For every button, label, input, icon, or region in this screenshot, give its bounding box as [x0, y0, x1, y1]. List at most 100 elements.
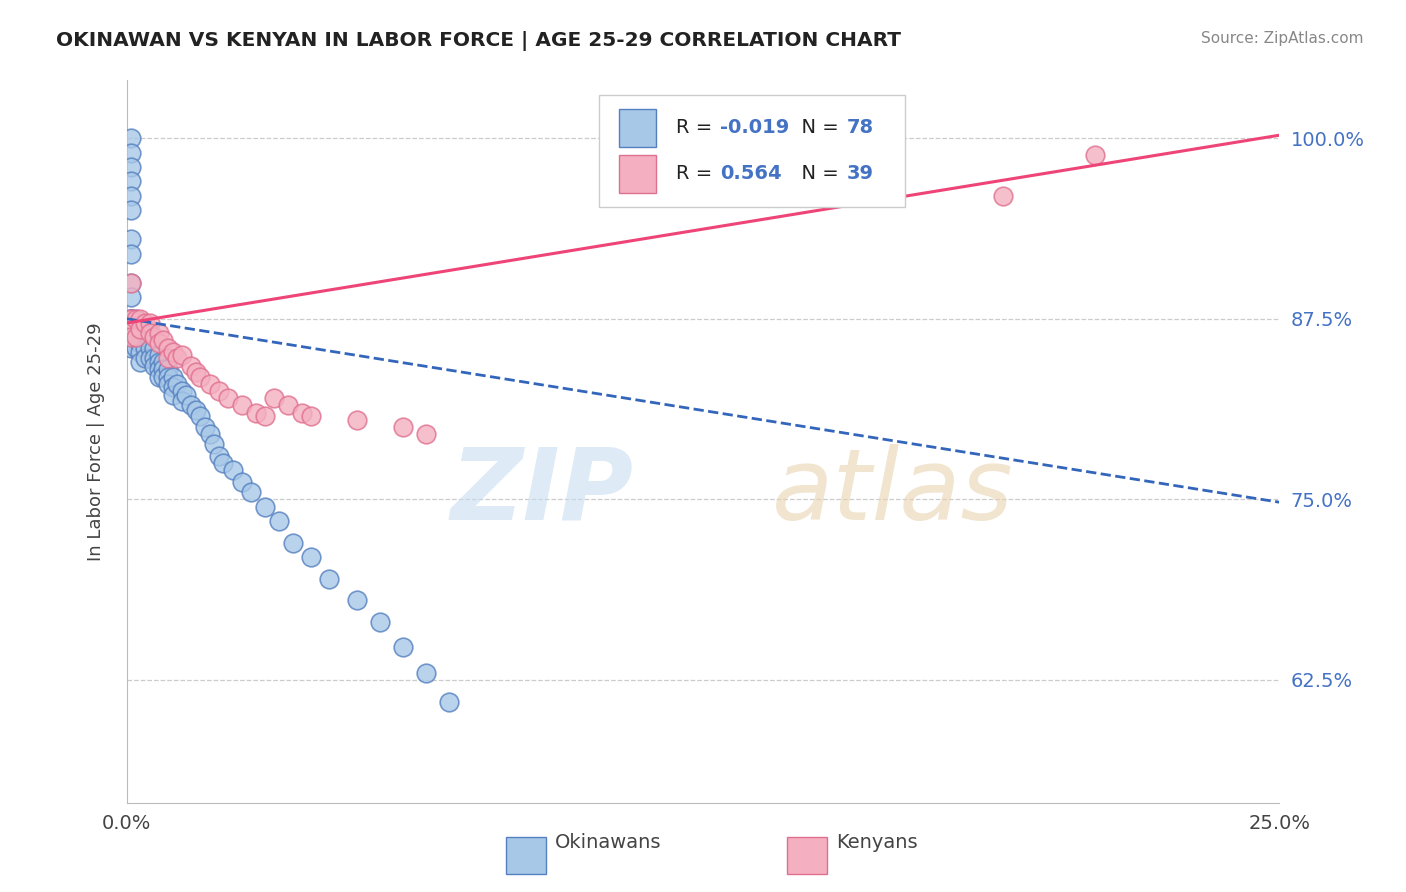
Point — [1084, 148, 1107, 162]
Point — [415, 665, 437, 680]
Point — [148, 336, 170, 351]
Point — [120, 330, 142, 344]
Text: ZIP: ZIP — [451, 443, 634, 541]
Point — [120, 145, 142, 160]
Point — [120, 246, 142, 260]
Point — [208, 449, 231, 463]
Text: atlas: atlas — [772, 443, 1014, 541]
Point — [125, 318, 148, 333]
Point — [231, 398, 253, 412]
Point — [346, 413, 368, 427]
Point — [129, 336, 152, 351]
Text: OKINAWAN VS KENYAN IN LABOR FORCE | AGE 25-29 CORRELATION CHART: OKINAWAN VS KENYAN IN LABOR FORCE | AGE … — [56, 31, 901, 51]
Point — [120, 311, 142, 326]
Point — [152, 355, 174, 369]
FancyBboxPatch shape — [619, 109, 655, 146]
FancyBboxPatch shape — [599, 95, 905, 207]
Point — [184, 365, 207, 379]
Point — [240, 485, 263, 500]
Point — [120, 311, 142, 326]
Point — [120, 311, 142, 326]
Point — [180, 398, 202, 412]
Point — [281, 535, 304, 549]
Point — [202, 437, 225, 451]
Point — [148, 355, 170, 369]
Point — [138, 316, 160, 330]
Point — [212, 456, 235, 470]
Point — [180, 359, 202, 374]
Point — [157, 351, 180, 365]
Point — [166, 351, 188, 365]
Point — [253, 500, 276, 514]
Point — [152, 334, 174, 348]
Point — [129, 326, 152, 341]
Point — [188, 409, 211, 423]
Point — [152, 369, 174, 384]
Point — [148, 326, 170, 341]
Point — [263, 391, 285, 405]
Point — [143, 341, 166, 355]
Point — [134, 334, 156, 348]
Point — [245, 406, 267, 420]
Point — [148, 362, 170, 376]
Point — [299, 409, 322, 423]
Point — [188, 369, 211, 384]
Point — [125, 326, 148, 341]
Point — [267, 514, 290, 528]
Text: -0.019: -0.019 — [720, 119, 790, 137]
Point — [170, 384, 193, 398]
Y-axis label: In Labor Force | Age 25-29: In Labor Force | Age 25-29 — [87, 322, 105, 561]
Point — [143, 330, 166, 344]
Point — [120, 334, 142, 348]
Point — [129, 311, 152, 326]
Point — [120, 311, 142, 326]
Point — [125, 311, 148, 326]
Point — [157, 369, 180, 384]
Text: R =: R = — [676, 119, 718, 137]
Point — [253, 409, 276, 423]
Text: Okinawans: Okinawans — [555, 833, 662, 853]
Point — [277, 398, 299, 412]
Point — [392, 640, 415, 654]
Point — [143, 351, 166, 365]
Point — [129, 322, 152, 336]
Point — [129, 318, 152, 333]
Point — [346, 593, 368, 607]
Point — [162, 369, 184, 384]
Point — [166, 376, 188, 391]
Point — [318, 572, 340, 586]
Text: N =: N = — [790, 164, 845, 184]
Text: Kenyans: Kenyans — [837, 833, 918, 853]
Point — [439, 695, 461, 709]
Point — [120, 318, 142, 333]
Point — [125, 311, 148, 326]
Point — [134, 341, 156, 355]
Point — [120, 311, 142, 326]
Point — [157, 376, 180, 391]
Point — [125, 330, 148, 344]
Point — [120, 160, 142, 174]
Text: Source: ZipAtlas.com: Source: ZipAtlas.com — [1201, 31, 1364, 46]
Point — [120, 131, 142, 145]
Point — [120, 203, 142, 218]
Point — [194, 420, 217, 434]
Text: 0.564: 0.564 — [720, 164, 782, 184]
Point — [157, 362, 180, 376]
Point — [120, 341, 142, 355]
Point — [176, 388, 198, 402]
Point — [129, 345, 152, 359]
Point — [120, 311, 142, 326]
Text: 78: 78 — [846, 119, 875, 137]
Point — [152, 362, 174, 376]
Point — [138, 326, 160, 341]
Point — [134, 351, 156, 365]
Point — [134, 316, 156, 330]
Point — [162, 388, 184, 402]
Point — [415, 427, 437, 442]
Point — [392, 420, 415, 434]
Point — [120, 290, 142, 304]
Point — [148, 348, 170, 362]
Point — [134, 318, 156, 333]
Point — [157, 341, 180, 355]
Point — [299, 550, 322, 565]
